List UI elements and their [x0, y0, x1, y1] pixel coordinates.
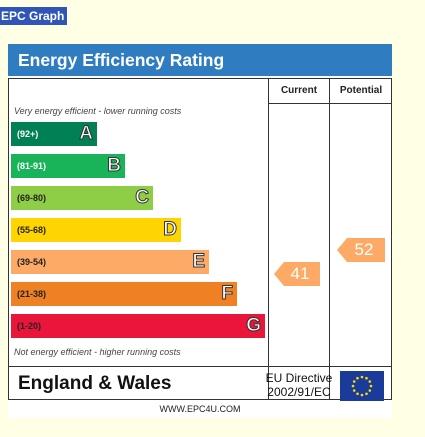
footer-line — [9, 366, 391, 367]
band-e: (39-54) E — [11, 250, 209, 274]
band-letter: C — [135, 187, 150, 209]
band-g: (1-20) G — [11, 314, 265, 338]
current-column-divider — [268, 79, 269, 399]
directive-line-2: 2002/91/EC — [267, 385, 331, 399]
epc-chart: Energy Efficiency Rating Current Potenti… — [8, 44, 392, 418]
potential-rating-arrow: 52 — [337, 238, 385, 262]
band-range-label: (55-68) — [17, 225, 47, 235]
site-url: WWW.EPC4U.COM — [159, 404, 241, 414]
band-letter: E — [192, 251, 206, 273]
header-row-line — [269, 103, 391, 104]
band-range-label: (39-54) — [17, 257, 47, 267]
directive-line-1: EU Directive — [265, 371, 333, 385]
band-f: (21-38) F — [11, 282, 237, 306]
band-range-label: (92+) — [17, 129, 39, 139]
band-range-label: (81-91) — [17, 161, 47, 171]
band-range-label: (69-80) — [17, 193, 47, 203]
band-range-label: (1-20) — [17, 321, 42, 331]
eu-directive: EU Directive 2002/91/EC — [259, 369, 339, 399]
country-label: England & Wales — [18, 373, 172, 394]
eu-flag-icon — [340, 371, 384, 401]
band-letter: F — [221, 283, 234, 305]
note-inefficient: Not energy efficient - higher running co… — [14, 347, 181, 357]
rating-grid: Current Potential Very energy efficient … — [8, 78, 392, 401]
band-d: (55-68) D — [11, 218, 181, 242]
current-rating-arrow: 41 — [274, 262, 320, 286]
potential-column-header: Potential — [339, 85, 383, 96]
band-letter: A — [79, 123, 94, 145]
band-c: (69-80) C — [11, 186, 153, 210]
epc-graph-tag: EPC Graph — [0, 7, 68, 25]
band-letter: G — [246, 315, 262, 337]
chart-title: Energy Efficiency Rating — [8, 44, 392, 76]
note-efficient: Very energy efficient - lower running co… — [14, 106, 182, 116]
band-letter: B — [107, 155, 122, 177]
current-column-header: Current — [280, 85, 318, 96]
band-b: (81-91) B — [11, 154, 125, 178]
band-a: (92+) A — [11, 122, 97, 146]
potential-column-divider — [329, 79, 330, 399]
band-letter: D — [163, 219, 178, 241]
band-range-label: (21-38) — [17, 289, 47, 299]
